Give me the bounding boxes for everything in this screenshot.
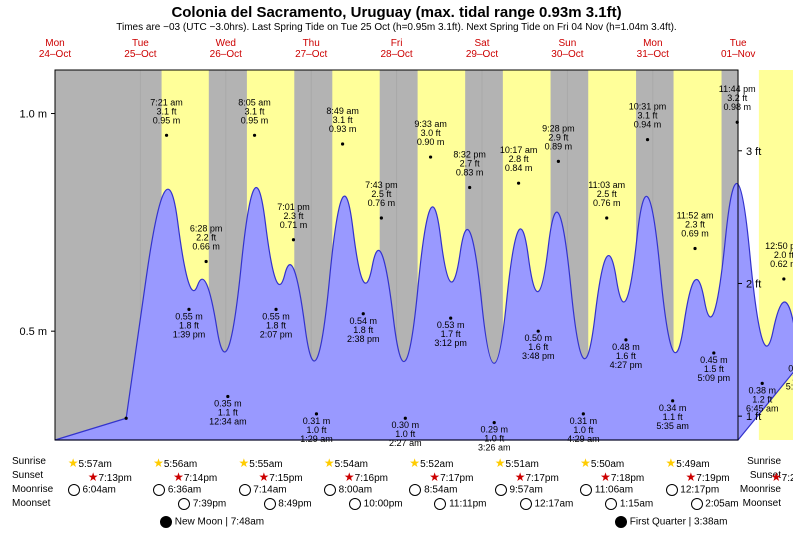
astro-cell: ★5:55am <box>239 456 283 470</box>
astro-cell: 10:00pm <box>349 498 403 510</box>
day-header: Mon31–Oct <box>608 38 698 60</box>
astro-cell: 9:57am <box>495 484 543 496</box>
astro-cell: 7:39pm <box>178 498 226 510</box>
svg-text:0.95 m: 0.95 m <box>153 115 181 125</box>
svg-text:5:56 pm: 5:56 pm <box>786 382 793 392</box>
svg-text:4:27 pm: 4:27 pm <box>610 360 643 370</box>
day-header: Thu27–Oct <box>266 38 356 60</box>
astro-cell: ★7:16pm <box>344 470 388 484</box>
svg-text:3:26 am: 3:26 am <box>478 443 511 453</box>
astro-cell: 12:17am <box>520 498 574 510</box>
svg-text:0.89 m: 0.89 m <box>545 141 573 151</box>
right-row-label: Moonset <box>743 498 781 509</box>
svg-text:5:35 am: 5:35 am <box>656 421 689 431</box>
astro-cell: ★7:19pm <box>686 470 730 484</box>
astro-cell: ★7:18pm <box>600 470 644 484</box>
astro-cell: 11:11pm <box>434 498 486 510</box>
astro-cell: ★7:17pm <box>515 470 559 484</box>
svg-text:0.83 m: 0.83 m <box>456 168 484 178</box>
svg-text:0.66 m: 0.66 m <box>192 242 220 252</box>
svg-text:0.98 m: 0.98 m <box>723 102 751 112</box>
svg-text:0.93 m: 0.93 m <box>329 124 357 134</box>
right-row-label: Sunrise <box>747 456 781 467</box>
astro-cell: ★5:54am <box>324 456 368 470</box>
svg-text:0.90 m: 0.90 m <box>417 137 445 147</box>
svg-text:0.69 m: 0.69 m <box>681 228 709 238</box>
svg-text:0.62 m: 0.62 m <box>770 259 793 269</box>
svg-text:3 ft: 3 ft <box>746 146 761 158</box>
astro-cell: 2:05am <box>691 498 739 510</box>
day-header: Fri28–Oct <box>352 38 442 60</box>
day-header: Tue25–Oct <box>95 38 185 60</box>
astro-cell: 8:00am <box>324 484 372 496</box>
svg-text:1.0 m: 1.0 m <box>19 109 47 121</box>
day-header: Mon24–Oct <box>10 38 100 60</box>
right-row-label: Moonrise <box>740 484 781 495</box>
left-row-label: Sunset <box>12 470 43 481</box>
astro-cell: ★5:56am <box>153 456 197 470</box>
astro-cell: ★5:49am <box>666 456 710 470</box>
astro-cell: 6:36am <box>153 484 201 496</box>
svg-text:3:12 pm: 3:12 pm <box>434 338 467 348</box>
moon-phase-label: First Quarter | 3:38am <box>615 516 727 528</box>
svg-text:1 ft: 1 ft <box>746 411 761 423</box>
svg-text:0.5 m: 0.5 m <box>19 326 47 338</box>
svg-text:3:48 pm: 3:48 pm <box>522 351 555 361</box>
svg-text:0.76 m: 0.76 m <box>368 198 396 208</box>
svg-text:0.71 m: 0.71 m <box>280 220 308 230</box>
svg-text:12:34 am: 12:34 am <box>209 416 247 426</box>
left-row-label: Sunrise <box>12 456 46 467</box>
astro-cell: ★7:15pm <box>259 470 303 484</box>
svg-text:5:09 pm: 5:09 pm <box>698 373 731 383</box>
svg-text:4:29 am: 4:29 am <box>567 434 600 444</box>
astro-cell: ★7:14pm <box>173 470 217 484</box>
left-row-label: Moonrise <box>12 484 53 495</box>
svg-text:1:29 am: 1:29 am <box>300 434 333 444</box>
astro-cell: 1:15am <box>605 498 653 510</box>
day-header: Sun30–Oct <box>522 38 612 60</box>
astro-cell: 8:54am <box>409 484 457 496</box>
astro-cell: ★5:50am <box>580 456 624 470</box>
astro-cell: 11:06am <box>580 484 633 496</box>
astro-cell: 6:04am <box>68 484 116 496</box>
svg-text:0.84 m: 0.84 m <box>505 163 533 173</box>
astro-cell: ★5:57am <box>68 456 112 470</box>
svg-text:2 ft: 2 ft <box>746 278 761 290</box>
day-header: Sat29–Oct <box>437 38 527 60</box>
astro-cell: 8:49pm <box>264 498 312 510</box>
astro-cell: 7:14am <box>239 484 287 496</box>
svg-text:2:38 pm: 2:38 pm <box>347 334 380 344</box>
svg-text:0.76 m: 0.76 m <box>593 198 621 208</box>
astro-cell: 12:17pm <box>666 484 720 496</box>
astro-cell: ★5:51am <box>495 456 539 470</box>
astro-cell: ★7:17pm <box>429 470 473 484</box>
svg-text:1:39 pm: 1:39 pm <box>173 329 206 339</box>
left-row-label: Moonset <box>12 498 50 509</box>
astro-cell: ★7:20pm <box>771 470 793 484</box>
day-header: Tue01–Nov <box>693 38 783 60</box>
moon-phase-label: New Moon | 7:48am <box>160 516 264 528</box>
day-header: Wed26–Oct <box>181 38 271 60</box>
svg-text:0.95 m: 0.95 m <box>241 115 269 125</box>
astro-cell: ★7:13pm <box>88 470 132 484</box>
astro-cell: ★5:52am <box>409 456 453 470</box>
svg-text:0.94 m: 0.94 m <box>634 120 662 130</box>
svg-text:2:07 pm: 2:07 pm <box>260 329 293 339</box>
